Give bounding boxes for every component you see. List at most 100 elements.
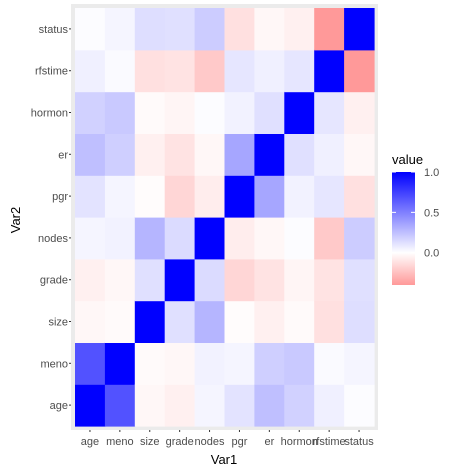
- heatmap-cell-status-meno: [344, 342, 375, 384]
- x-axis-tick-labels: age meno size grade nodes pgr er hormonrfstimes…: [81, 430, 374, 448]
- heatmap-cell-status-pgr: [344, 175, 375, 217]
- heatmap-cell-rfstime-size: [314, 301, 345, 343]
- heatmap-cell-pgr-grade: [225, 259, 256, 301]
- x-tick-label-nodes: nodes: [195, 436, 225, 448]
- heatmap-cell-status-size: [344, 301, 375, 343]
- heatmap-cell-er-age: [254, 384, 285, 426]
- y-tick-label-age: age: [50, 400, 68, 412]
- x-tick-label-status: status: [344, 436, 374, 448]
- heatmap-cell-hormon-status: [284, 8, 315, 50]
- heatmap-cell-rfstime-status: [314, 8, 345, 50]
- y-tick-label-nodes: nodes: [38, 233, 68, 245]
- heatmap-cell-meno-grade: [105, 259, 135, 301]
- heatmap-cell-age-meno: [75, 342, 106, 384]
- heatmap-cell-nodes-size: [195, 301, 226, 343]
- heatmap-cell-size-rfstime: [135, 50, 166, 92]
- y-tick-label-hormon: hormon: [31, 108, 68, 120]
- heatmap-cell-meno-er: [105, 133, 135, 175]
- heatmap-cell-nodes-hormon: [195, 92, 226, 134]
- heatmap-cell-rfstime-pgr: [314, 175, 345, 217]
- heatmap-cell-age-rfstime: [75, 50, 106, 92]
- heatmap-cell-age-nodes: [75, 217, 106, 259]
- heatmap-cell-grade-er: [165, 133, 196, 175]
- heatmap-cell-pgr-nodes: [225, 217, 256, 259]
- heatmap-cell-nodes-grade: [195, 259, 226, 301]
- heatmap-cell-er-rfstime: [254, 50, 285, 92]
- heatmap-cell-grade-size: [165, 301, 196, 343]
- heatmap-cell-grade-pgr: [165, 175, 196, 217]
- heatmap-cell-er-nodes: [254, 217, 285, 259]
- heatmap-cell-hormon-meno: [284, 342, 315, 384]
- x-tick-label-size: size: [140, 436, 160, 448]
- heatmap-cell-pgr-er: [225, 133, 256, 175]
- heatmap-cell-age-status: [75, 8, 106, 50]
- heatmap-cell-size-er: [135, 133, 166, 175]
- heatmap-cell-nodes-er: [195, 133, 226, 175]
- heatmap-cell-age-hormon: [75, 92, 106, 134]
- x-axis-title: Var1: [211, 452, 238, 467]
- x-tick-label-grade: grade: [166, 436, 194, 448]
- heatmap-cell-nodes-meno: [195, 342, 226, 384]
- y-tick-label-meno: meno: [40, 358, 68, 370]
- y-tick-label-er: er: [58, 149, 68, 161]
- heatmap-cell-size-hormon: [135, 92, 166, 134]
- heatmap-cell-nodes-nodes: [195, 217, 226, 259]
- x-tick-label-er: er: [264, 436, 274, 448]
- x-tick-label-age: age: [81, 436, 99, 448]
- heatmap-cell-grade-hormon: [165, 92, 196, 134]
- heatmap-cell-age-er: [75, 133, 106, 175]
- heatmap-cell-grade-meno: [165, 342, 196, 384]
- y-tick-label-status: status: [39, 24, 69, 36]
- heatmap-cell-er-grade: [254, 259, 285, 301]
- heatmap-cell-status-age: [344, 384, 375, 426]
- heatmap-cell-rfstime-rfstime: [314, 50, 345, 92]
- x-tick-label-pgr: pgr: [231, 436, 247, 448]
- heatmap-cell-hormon-grade: [284, 259, 315, 301]
- plot-panel: [71, 4, 378, 430]
- heatmap-cell-meno-age: [105, 384, 135, 426]
- legend-tick-label: 1.0: [424, 167, 439, 179]
- heatmap-cell-pgr-rfstime: [225, 50, 256, 92]
- y-axis-title: Var2: [8, 207, 23, 234]
- legend-tick-label: 0.0: [424, 248, 439, 260]
- heatmap-cell-size-meno: [135, 342, 166, 384]
- heatmap-cell-pgr-meno: [225, 342, 256, 384]
- heatmap-cell-rfstime-age: [314, 384, 345, 426]
- heatmap-cell-status-rfstime: [344, 50, 375, 92]
- heatmap-cell-status-grade: [344, 259, 375, 301]
- heatmap-cell-hormon-pgr: [284, 175, 315, 217]
- heatmap-cell-pgr-age: [225, 384, 256, 426]
- heatmap-cell-er-pgr: [254, 175, 285, 217]
- heatmap-cell-er-size: [254, 301, 285, 343]
- heatmap-cell-er-meno: [254, 342, 285, 384]
- x-tick-label-meno: meno: [106, 436, 134, 448]
- heatmap-cell-age-age: [75, 384, 106, 426]
- heatmap-cell-er-status: [254, 8, 285, 50]
- heatmap-cell-nodes-status: [195, 8, 226, 50]
- heatmap-cell-er-er: [254, 133, 285, 175]
- legend-tick-label: 0.5: [424, 207, 439, 219]
- heatmap-cell-size-grade: [135, 259, 166, 301]
- heatmap-cell-status-hormon: [344, 92, 375, 134]
- y-tick-label-rfstime: rfstime: [35, 66, 68, 78]
- heatmap-cell-age-size: [75, 301, 106, 343]
- x-tick-label-rfstime: rfstime: [313, 436, 346, 448]
- heatmap-cell-rfstime-hormon: [314, 92, 345, 134]
- heatmap-cell-nodes-pgr: [195, 175, 226, 217]
- legend-title: value: [392, 152, 423, 167]
- legend-colorbar: [392, 172, 415, 285]
- heatmap-cell-size-nodes: [135, 217, 166, 259]
- heatmap-cell-grade-age: [165, 384, 196, 426]
- heatmap-cell-meno-status: [105, 8, 135, 50]
- heatmap-cell-meno-hormon: [105, 92, 135, 134]
- y-tick-label-size: size: [48, 317, 68, 329]
- heatmap-cell-meno-size: [105, 301, 135, 343]
- heatmap-cell-age-grade: [75, 259, 106, 301]
- heatmap-cell-pgr-size: [225, 301, 256, 343]
- heatmap-cell-size-status: [135, 8, 166, 50]
- y-axis-tick-labels: age meno size grade nodes pgr er hormon rfstime s…: [31, 24, 71, 412]
- heatmap-cell-hormon-size: [284, 301, 315, 343]
- heatmap-cell-meno-meno: [105, 342, 135, 384]
- heatmap-cell-hormon-rfstime: [284, 50, 315, 92]
